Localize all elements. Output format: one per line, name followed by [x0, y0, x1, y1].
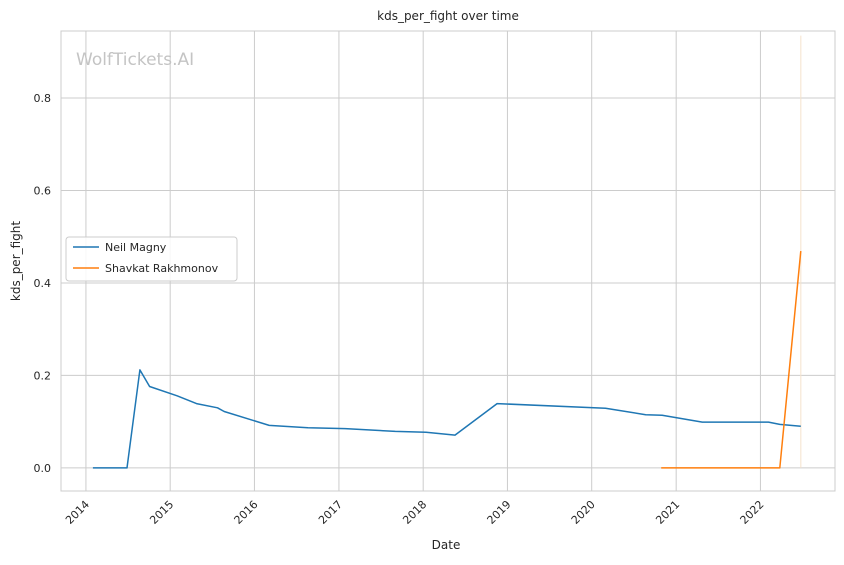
x-axis-label: Date [432, 538, 461, 552]
y-tick-labels: 0.0 0.2 0.4 0.6 0.8 [34, 92, 52, 475]
series-line-shavkat-rakhmonov [661, 251, 802, 469]
legend-label-shavkat-rakhmonov: Shavkat Rakhmonov [105, 262, 219, 275]
watermark: WolfTickets.AI [76, 50, 194, 70]
y-tick-label: 0.8 [34, 92, 52, 105]
y-axis-label: kds_per_fight [9, 221, 23, 302]
x-tick-label: 2020 [569, 498, 598, 527]
x-tick-labels: 2014 2015 2016 2017 2018 2019 2020 2021 2022 [63, 498, 767, 527]
series-line-neil-magny [92, 369, 801, 469]
x-tick-label: 2019 [485, 498, 514, 527]
y-tick-label: 0.2 [34, 369, 52, 382]
x-tick-label: 2014 [63, 498, 92, 527]
legend: Neil Magny Shavkat Rakhmonov [65, 236, 238, 282]
x-tick-label: 2015 [147, 498, 176, 527]
y-tick-label: 0.4 [34, 277, 52, 290]
series-layer [92, 251, 802, 469]
x-tick-label: 2018 [400, 498, 429, 527]
x-tick-label: 2017 [316, 498, 345, 527]
legend-box [65, 236, 238, 282]
x-tick-label: 2016 [232, 498, 261, 527]
chart-title: kds_per_fight over time [377, 9, 519, 23]
y-tick-label: 0.0 [34, 462, 52, 475]
y-tick-label: 0.6 [34, 184, 52, 197]
legend-label-neil-magny: Neil Magny [105, 241, 167, 254]
x-tick-label: 2022 [738, 498, 767, 527]
x-tick-label: 2021 [653, 498, 682, 527]
